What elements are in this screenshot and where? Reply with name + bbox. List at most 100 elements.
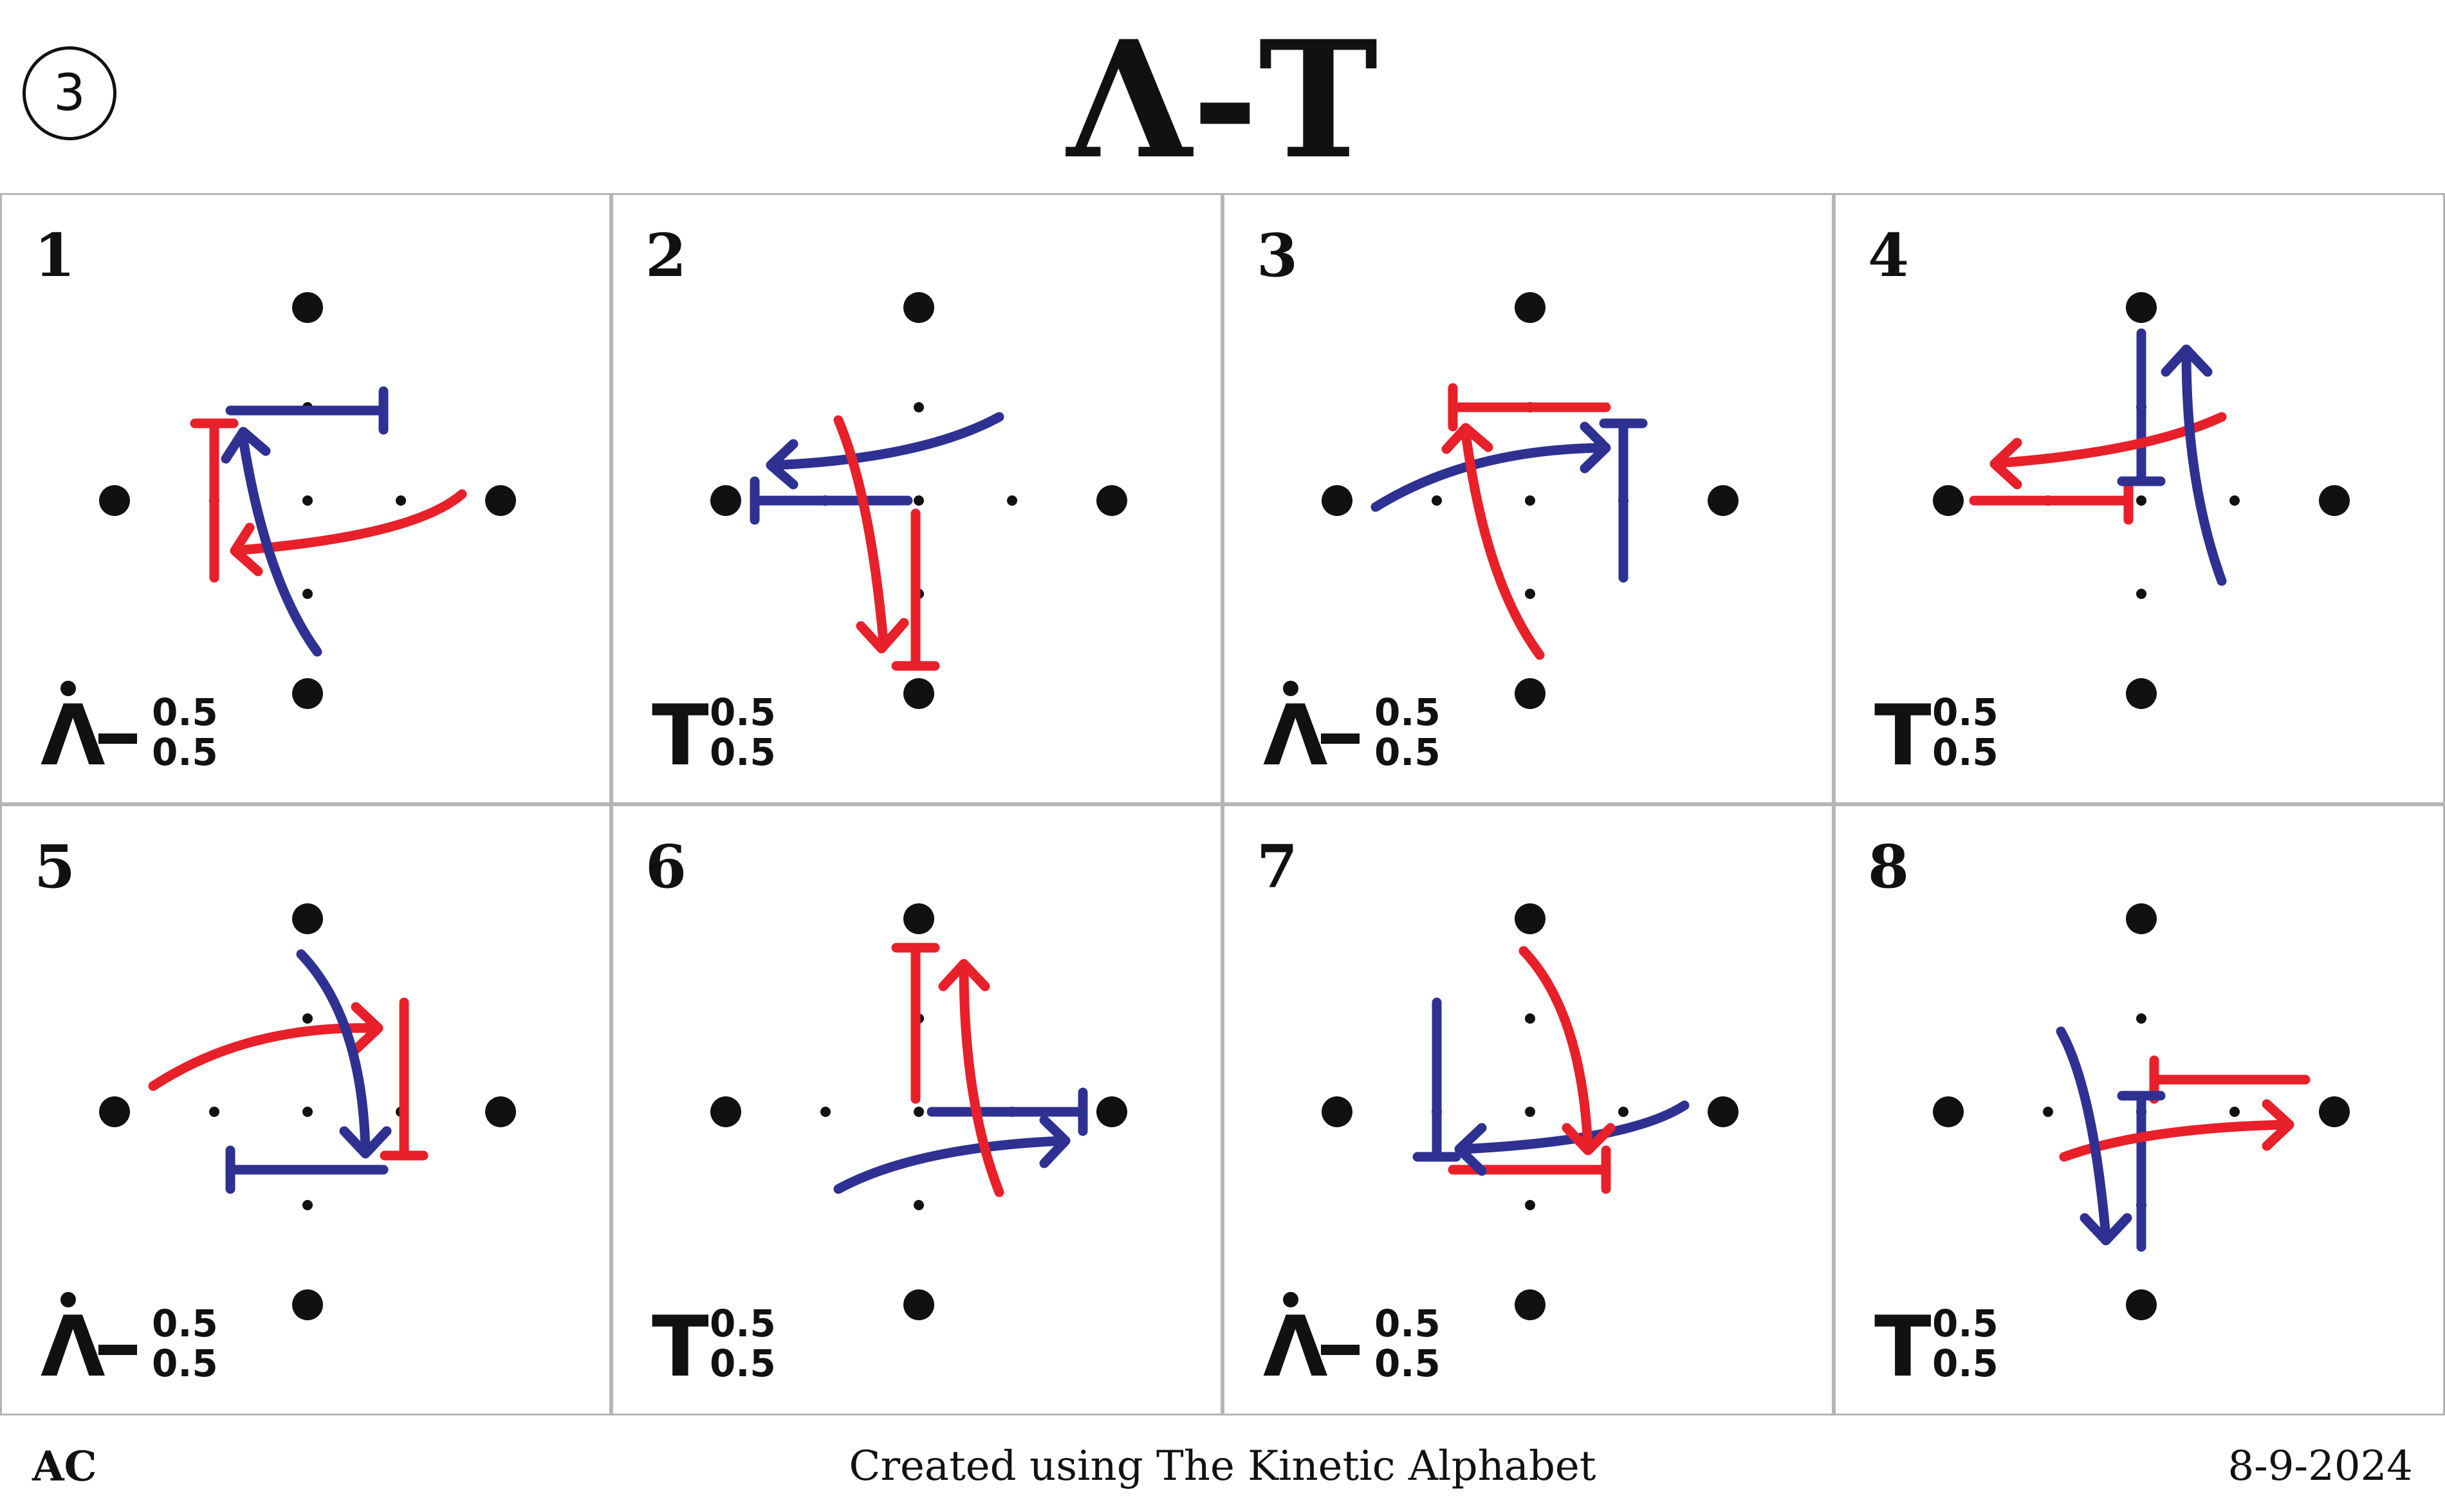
letter-glyph: T — [652, 687, 709, 784]
red-motion-arrow — [1518, 946, 1593, 1152]
blue-arrowhead-icon — [339, 1126, 392, 1159]
hand-point-dot — [1708, 1096, 1739, 1127]
pictograph-drawing — [710, 292, 1127, 709]
red-motion-arrow — [833, 415, 889, 647]
author-initials: AC — [32, 1443, 97, 1491]
cell-number: 8 — [1868, 832, 1910, 901]
pictograph-grid: 1 Λ 0.5 0.5 2 T 0.5 0.5 3 Λ 0.5 0.5 4 T 0.5 0.5 5 Λ 0.5 0.5… — [0, 193, 2445, 1415]
pictograph-cell-4: 4 T 0.5 0.5 — [1834, 193, 2445, 804]
blue-motion-arrow — [833, 1136, 1069, 1194]
cell-number: 3 — [1257, 221, 1298, 290]
hand-point-dot — [2126, 292, 2157, 323]
pictograph-drawing — [99, 903, 516, 1320]
blue-arrowhead-icon — [2161, 344, 2213, 377]
hand-point-dot — [903, 292, 934, 323]
hand-point-dot — [1515, 903, 1545, 934]
blue-motion-arrow — [2056, 1026, 2111, 1242]
cell-number: 4 — [1868, 221, 1910, 290]
red-arrowhead-icon — [230, 522, 263, 576]
layer-point-dot — [820, 1107, 831, 1117]
layer-point-dot — [396, 495, 406, 506]
letter-symbol: Λ 0.5 0.5 — [1260, 1292, 1453, 1395]
turn-value-bottom: 0.5 — [152, 730, 218, 774]
blue-arrowhead-icon — [1039, 1115, 1071, 1168]
letter-dash-icon — [1321, 733, 1360, 744]
pictograph-drawing — [99, 292, 516, 709]
layer-point-dot — [209, 1107, 219, 1117]
hand-point-dot — [1708, 485, 1739, 516]
blue-motion-arrow — [238, 434, 322, 657]
turn-value-top: 0.5 — [710, 1302, 776, 1345]
turn-value-top: 0.5 — [1932, 690, 1998, 734]
hand-point-dot — [292, 292, 323, 323]
turn-value-bottom: 0.5 — [710, 730, 776, 774]
turn-value-bottom: 0.5 — [1932, 1341, 1998, 1385]
layer-point-dot — [1525, 495, 1535, 506]
letter-glyph: Λ — [1263, 687, 1328, 784]
pictograph-cell-8: 8 T 0.5 0.5 — [1834, 804, 2445, 1415]
hand-point-dot — [1322, 1096, 1352, 1127]
letter-dot-icon — [1283, 681, 1298, 696]
layer-point-dot — [302, 1013, 313, 1024]
hand-point-dot — [903, 678, 934, 709]
blue-arrowhead-icon — [766, 439, 798, 490]
hand-point-dot — [1933, 485, 1964, 516]
turn-value-top: 0.5 — [1932, 1302, 1998, 1345]
letter-symbol: T 0.5 0.5 — [649, 681, 842, 784]
red-arrowhead-icon — [1562, 1123, 1616, 1156]
letter-dot-icon — [60, 681, 76, 696]
letter-glyph: T — [1874, 687, 1932, 784]
red-motion-arrow — [2059, 1120, 2291, 1162]
layer-point-dot — [914, 1107, 924, 1117]
layer-point-dot — [302, 495, 313, 506]
layer-point-dot — [2136, 589, 2146, 599]
hand-point-dot — [2126, 1289, 2157, 1320]
letter-dash-icon — [98, 733, 137, 744]
hand-point-dot — [292, 903, 323, 934]
hand-point-dot — [292, 1289, 323, 1320]
hand-point-dot — [2126, 678, 2157, 709]
pictograph-drawing — [710, 903, 1127, 1320]
red-arrowhead-icon — [1441, 423, 1493, 454]
header: 3 Λ-T — [0, 0, 2445, 193]
pictograph-drawing — [1933, 903, 2350, 1320]
layer-point-dot — [1525, 1013, 1535, 1024]
letter-glyph: T — [1874, 1298, 1932, 1396]
layer-point-dot — [1525, 589, 1535, 599]
hand-point-dot — [1933, 1096, 1964, 1127]
layer-point-dot — [302, 1107, 313, 1117]
layer-point-dot — [1618, 1107, 1628, 1117]
pictograph-drawing — [1933, 292, 2350, 709]
layer-point-dot — [914, 402, 924, 412]
blue-motion-arrow — [769, 412, 1004, 470]
hand-point-dot — [99, 485, 130, 516]
turn-value-bottom: 0.5 — [152, 1341, 218, 1385]
blue-motion-arrow — [1457, 1100, 1690, 1154]
cell-number: 7 — [1257, 832, 1298, 901]
red-motion-arrow — [148, 1023, 380, 1091]
credit-text: Created using The Kinetic Alphabet — [849, 1443, 1596, 1490]
layer-point-dot — [302, 1200, 313, 1210]
hand-point-dot — [1096, 485, 1127, 516]
sequence-number-badge: 3 — [23, 46, 116, 140]
hand-point-dot — [2126, 903, 2157, 934]
page-title: Λ-T — [1067, 5, 1378, 194]
red-arrowhead-icon — [1989, 438, 2022, 490]
letter-symbol: T 0.5 0.5 — [1871, 681, 2064, 784]
red-motion-arrow — [1461, 428, 1545, 660]
hand-point-dot — [1322, 485, 1352, 516]
pictograph-cell-6: 6 T 0.5 0.5 — [611, 804, 1222, 1415]
pictograph-cell-7: 7 Λ 0.5 0.5 — [1222, 804, 1834, 1415]
letter-symbol: Λ 0.5 0.5 — [37, 1292, 230, 1395]
letter-symbol: Λ 0.5 0.5 — [37, 681, 230, 784]
layer-point-dot — [2043, 1107, 2053, 1117]
letter-glyph: Λ — [41, 1298, 106, 1396]
turn-value-top: 0.5 — [710, 690, 776, 734]
hand-point-dot — [1515, 292, 1545, 323]
hand-point-dot — [1515, 1289, 1545, 1320]
red-motion-arrow — [959, 962, 1004, 1197]
pictograph-cell-5: 5 Λ 0.5 0.5 — [0, 804, 611, 1415]
hand-point-dot — [710, 1096, 741, 1127]
letter-glyph: T — [652, 1298, 709, 1396]
letter-dash-icon — [1321, 1345, 1360, 1355]
